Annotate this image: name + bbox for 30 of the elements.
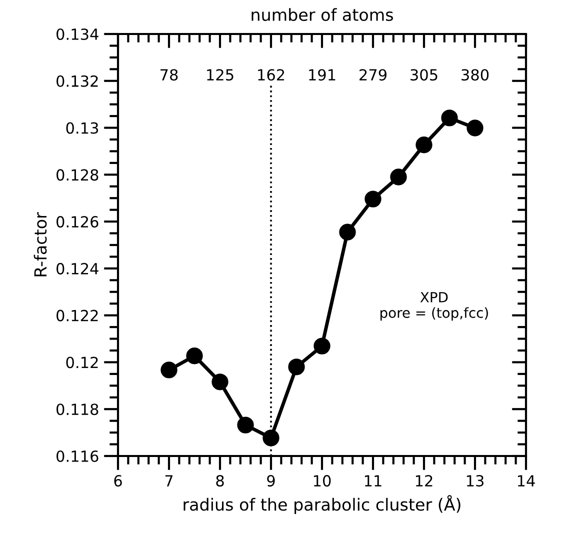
- x-tick-label: 6: [114, 475, 122, 487]
- x-tick-label: 8: [216, 475, 224, 487]
- y-tick-label: 0.118: [56, 404, 98, 416]
- annotation: 191: [309, 69, 336, 81]
- y-tick-label: 0.126: [56, 216, 98, 228]
- annotation: XPD pore = (top,fcc): [380, 292, 488, 321]
- x-tick-label: 14: [518, 475, 535, 486]
- y-tick-label: 0.128: [56, 169, 98, 181]
- annotation: 305: [410, 69, 438, 81]
- x-axis-title: radius of the parabolic cluster (Å): [184, 495, 460, 514]
- x2-axis-title: number of atoms: [252, 8, 393, 22]
- y-tick-label: 0.13: [66, 122, 98, 134]
- x-tick-label: 13: [466, 475, 484, 487]
- y-tick-label: 0.134: [56, 28, 98, 40]
- y-tick-label: 0.132: [56, 75, 98, 87]
- annotation: 162: [258, 69, 284, 81]
- y-tick-label: 0.122: [56, 310, 98, 322]
- y-tick-label: 0.12: [66, 356, 98, 368]
- annotation: 125: [207, 69, 234, 81]
- y-tick-label: 0.116: [56, 450, 98, 462]
- x-tick-label: 10: [314, 475, 331, 487]
- x-tick-label: 12: [416, 475, 432, 486]
- annotation: 380: [462, 69, 489, 81]
- x-tick-label: 7: [165, 475, 173, 486]
- y-tick-label: 0.124: [56, 262, 98, 274]
- x-tick-label: 9: [267, 475, 275, 487]
- x-tick-label: 11: [364, 475, 382, 486]
- y-axis-title: R-factor: [34, 212, 47, 276]
- annotation: 279: [360, 69, 387, 81]
- annotation: 78: [160, 69, 178, 81]
